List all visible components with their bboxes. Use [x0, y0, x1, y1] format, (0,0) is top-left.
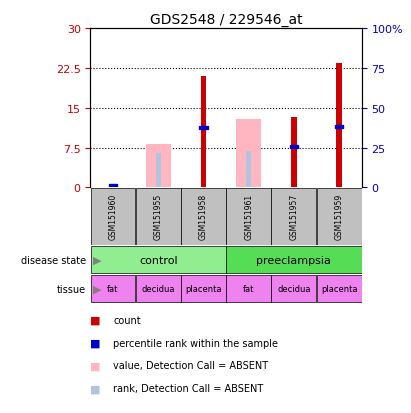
Bar	[110, 187, 116, 188]
Text: ■: ■	[90, 338, 101, 348]
FancyBboxPatch shape	[226, 247, 362, 273]
Text: count: count	[113, 315, 141, 325]
Text: GSM151960: GSM151960	[109, 194, 118, 240]
FancyBboxPatch shape	[90, 276, 136, 302]
FancyBboxPatch shape	[271, 188, 316, 245]
Text: GSM151959: GSM151959	[335, 194, 344, 240]
Bar	[146, 145, 171, 188]
Text: GSM151955: GSM151955	[154, 194, 163, 240]
Text: percentile rank within the sample: percentile rank within the sample	[113, 338, 278, 348]
Text: tissue: tissue	[57, 284, 86, 294]
Bar	[109, 185, 117, 188]
Text: disease state: disease state	[21, 255, 86, 265]
FancyBboxPatch shape	[90, 188, 136, 245]
Text: preeclampsia: preeclampsia	[256, 255, 331, 265]
FancyBboxPatch shape	[316, 188, 362, 245]
Bar	[201, 77, 206, 188]
Text: ▶: ▶	[92, 255, 101, 265]
Text: ▶: ▶	[92, 284, 101, 294]
Text: fat: fat	[243, 285, 254, 294]
Bar	[155, 154, 161, 188]
Text: rank, Detection Call = ABSENT: rank, Detection Call = ABSENT	[113, 383, 263, 393]
FancyBboxPatch shape	[181, 276, 226, 302]
FancyBboxPatch shape	[181, 188, 226, 245]
Text: value, Detection Call = ABSENT: value, Detection Call = ABSENT	[113, 361, 268, 370]
Text: control: control	[139, 255, 178, 265]
Bar	[291, 118, 297, 188]
FancyBboxPatch shape	[90, 247, 226, 273]
FancyBboxPatch shape	[136, 188, 181, 245]
Text: placenta: placenta	[185, 285, 222, 294]
Text: ■: ■	[90, 315, 101, 325]
Text: fat: fat	[107, 285, 119, 294]
Title: GDS2548 / 229546_at: GDS2548 / 229546_at	[150, 12, 302, 26]
Bar	[336, 63, 342, 188]
Bar	[199, 127, 208, 130]
Text: GSM151957: GSM151957	[289, 194, 298, 240]
FancyBboxPatch shape	[271, 276, 316, 302]
Text: GSM151958: GSM151958	[199, 194, 208, 240]
Text: decidua: decidua	[141, 285, 175, 294]
FancyBboxPatch shape	[136, 276, 181, 302]
Text: placenta: placenta	[321, 285, 357, 294]
Bar	[335, 126, 343, 128]
FancyBboxPatch shape	[226, 188, 271, 245]
Bar	[236, 120, 261, 188]
Text: decidua: decidua	[277, 285, 311, 294]
Bar	[246, 152, 252, 188]
Bar	[290, 146, 298, 149]
Text: ■: ■	[90, 383, 101, 393]
Text: GSM151961: GSM151961	[244, 194, 253, 240]
FancyBboxPatch shape	[316, 276, 362, 302]
Text: ■: ■	[90, 361, 101, 370]
FancyBboxPatch shape	[226, 276, 271, 302]
